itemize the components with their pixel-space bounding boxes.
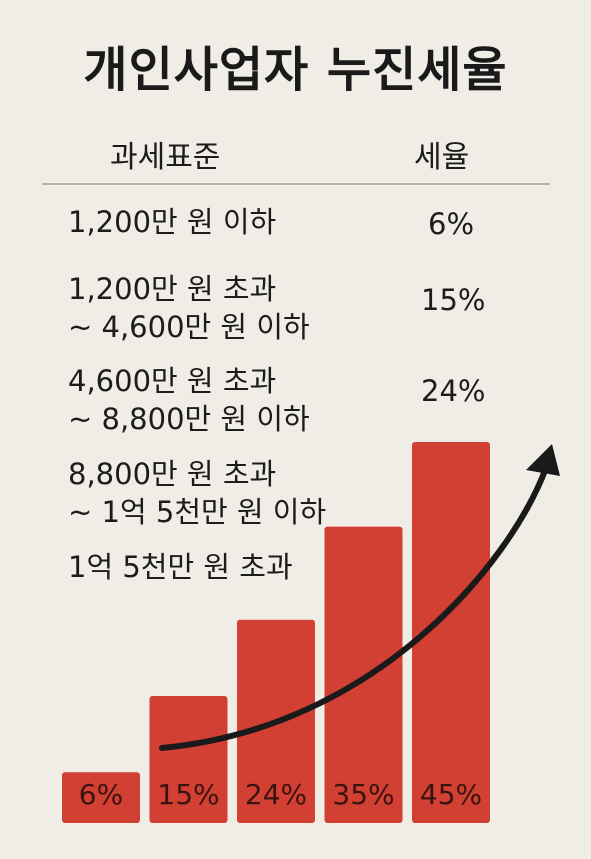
bracket-row-3: 4,600만 원 초과 ~ 8,800만 원 이하: [68, 362, 310, 438]
trend-arrow-line: [159, 465, 549, 751]
bracket-row-5: 1억 5천만 원 초과: [68, 548, 293, 586]
trend-arrow: [159, 444, 560, 751]
bar-labels-layer: 6% 15% 24% 35% 45%: [79, 778, 482, 811]
bar-4: [324, 526, 403, 823]
rate-row-3: 24%: [421, 374, 486, 408]
bracket-row-4-line-2: ~ 1억 5천만 원 이하: [68, 495, 327, 529]
bar-1: [62, 772, 140, 823]
bracket-row-3-line-2: ~ 8,800만 원 이하: [68, 402, 310, 436]
bar-label-4: 35%: [332, 778, 394, 811]
bracket-row-4: 8,800만 원 초과 ~ 1억 5천만 원 이하: [68, 455, 326, 531]
rate-row-1: 6%: [428, 207, 475, 241]
bracket-row-5-line-1: 1억 5천만 원 초과: [68, 550, 293, 584]
bar-label-3: 24%: [245, 778, 307, 811]
bracket-row-2-line-1: 1,200만 원 초과: [68, 272, 277, 306]
trend-arrow-head: [526, 444, 560, 476]
bracket-row-2-line-2: ~ 4,600만 원 이하: [68, 310, 310, 344]
bracket-row-4-line-1: 8,800만 원 초과: [68, 457, 277, 491]
bar-label-2: 15%: [157, 778, 219, 811]
bar-label-5: 45%: [420, 778, 482, 811]
rate-row-2: 15%: [421, 283, 486, 317]
bar-label-1: 6%: [79, 778, 123, 811]
bracket-row-3-line-1: 4,600만 원 초과: [68, 364, 277, 398]
page-title: 개인사업자 누진세율: [83, 42, 508, 98]
bracket-row-2: 1,200만 원 초과 ~ 4,600만 원 이하: [68, 270, 310, 346]
rate-column-header: 세율: [414, 140, 470, 175]
bar-5: [412, 442, 490, 823]
bracket-row-1: 1,200만 원 이하: [68, 203, 276, 241]
bracket-column-header: 과세표준: [110, 140, 221, 175]
bracket-row-1-line-1: 1,200만 원 이하: [68, 205, 277, 239]
header-divider: [42, 183, 550, 185]
bar-2: [149, 696, 228, 823]
